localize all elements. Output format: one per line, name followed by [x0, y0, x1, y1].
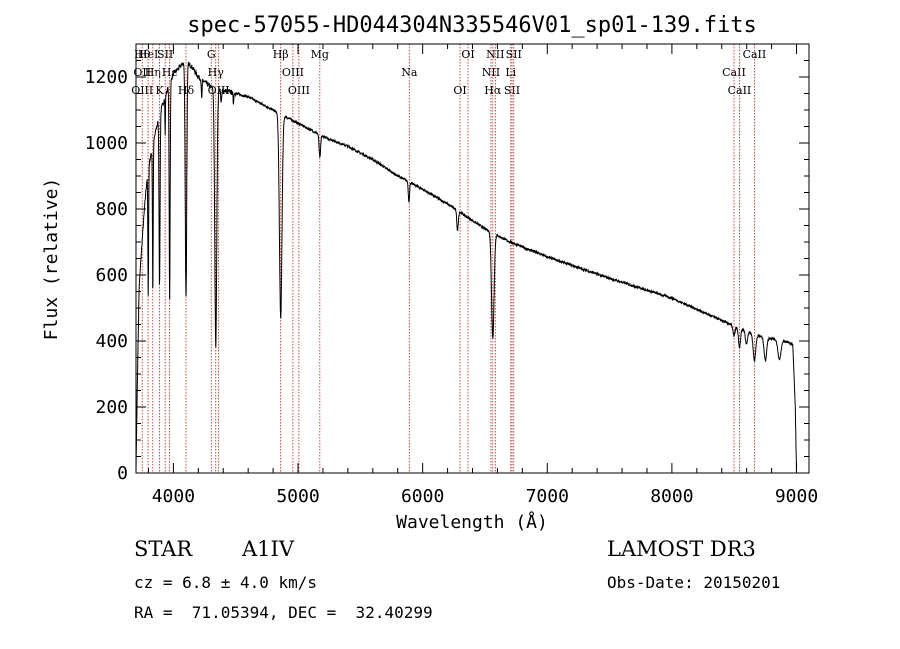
- marker-label: HeI: [138, 48, 158, 61]
- axis-ticks: [136, 43, 809, 474]
- x-tick-label: 8000: [650, 486, 693, 507]
- marker-label: Hγ: [208, 66, 225, 79]
- y-tick-label: 600: [95, 265, 128, 286]
- marker-label: OII: [133, 66, 151, 79]
- redshift-value: cz = 6.8 ± 4.0 km/s: [134, 573, 318, 592]
- x-tick-label: 6000: [401, 486, 444, 507]
- spectrum-series: [135, 61, 797, 474]
- coordinates: RA = 71.05394, DEC = 32.40299: [134, 603, 433, 622]
- marker-label: K: [155, 84, 164, 97]
- y-tick-labels: 0 200 400 600 800 1000 1200: [85, 67, 128, 484]
- marker-label: NII: [486, 48, 504, 61]
- marker-label: Hβ: [273, 48, 289, 61]
- marker-label: CaII: [743, 48, 767, 61]
- marker-label: OI: [453, 84, 466, 97]
- x-axis-label: Wavelength (Å): [396, 511, 548, 533]
- marker-label: SII: [506, 48, 522, 61]
- object-subclass: A1IV: [242, 537, 294, 561]
- y-tick-label: 0: [117, 463, 128, 484]
- x-tick-label: 4000: [152, 486, 195, 507]
- marker-label: SII: [504, 84, 520, 97]
- marker-label: OIII: [288, 84, 310, 97]
- y-axis-label: Flux (relative): [41, 178, 62, 341]
- y-tick-label: 400: [95, 331, 128, 352]
- marker-label: Hα: [484, 84, 502, 97]
- chart-title: spec-57055-HD044304N335546V01_sp01-139.f…: [187, 13, 757, 38]
- x-tick-label: 7000: [526, 486, 569, 507]
- object-class: STAR: [134, 537, 193, 561]
- survey-name: LAMOST DR3: [607, 537, 756, 561]
- marker-label: NII: [482, 66, 500, 79]
- observation-date: Obs-Date: 20150201: [607, 573, 781, 592]
- marker-label: G: [207, 48, 216, 61]
- marker-label: Na: [401, 66, 418, 79]
- x-tick-label: 5000: [276, 486, 319, 507]
- marker-label: SII: [157, 48, 173, 61]
- y-tick-label: 800: [95, 199, 128, 220]
- marker-label: Mg: [311, 48, 329, 61]
- spectrum-line: [135, 61, 797, 474]
- marker-label: Hθ: [134, 48, 151, 61]
- marker-label: CaII: [722, 66, 746, 79]
- marker-label: CaII: [728, 84, 752, 97]
- x-tick-labels: 4000 5000 6000 7000 8000 9000: [152, 486, 819, 507]
- x-tick-label: 9000: [775, 486, 818, 507]
- line-markers: HθOIIOIIIHeIHηKSIIHεHδGHγOIIIHβOIIIOIIIM…: [131, 44, 766, 473]
- y-tick-label: 1200: [85, 67, 128, 88]
- marker-label: Hδ: [178, 84, 195, 97]
- marker-label: Li: [505, 66, 516, 79]
- marker-label: OIII: [131, 84, 153, 97]
- y-tick-label: 1000: [85, 133, 128, 154]
- y-tick-label: 200: [95, 397, 128, 418]
- marker-label: OIII: [282, 66, 304, 79]
- marker-label: Hη: [145, 66, 161, 79]
- plot-frame: [135, 43, 810, 474]
- marker-label: OI: [461, 48, 474, 61]
